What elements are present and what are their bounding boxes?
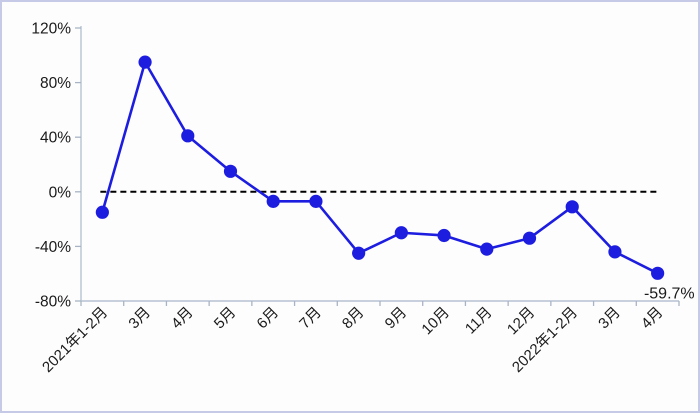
x-tick-label: 3月 [125,304,154,333]
x-tick-label: 5月 [211,304,240,333]
x-tick-label: 6月 [254,304,283,333]
y-tick-label: 0% [49,184,72,201]
series-line [101,60,659,275]
data-point [138,55,152,69]
data-point-label: -59.7% [644,285,695,302]
data-point [437,228,451,243]
y-tick-label: 40% [40,130,71,147]
x-tick-label: 9月 [382,304,411,333]
x-tick-label: 7月 [296,304,325,333]
data-point [95,205,109,219]
data-point [352,246,366,260]
data-point [223,164,238,178]
x-tick-label: 4月 [168,304,197,333]
data-point [608,245,622,259]
x-tick-label: 12月 [504,304,538,338]
x-tick-label: 2021年1-2月 [39,304,111,376]
data-point [394,226,408,240]
y-tick-label: -40% [35,239,71,256]
y-tick-label: 120% [31,21,71,38]
data-point [309,194,323,208]
x-tick-label: 3月 [595,304,624,333]
x-tick-label: 8月 [339,304,368,333]
x-tick-label: 10月 [418,304,452,338]
data-point [565,200,579,214]
y-tick-label: -80% [35,294,71,311]
x-tick-label: 4月 [638,304,667,333]
data-point [266,194,280,208]
data-point [651,266,665,280]
data-point [181,129,195,143]
data-point [480,242,494,256]
x-tick-label: 11月 [462,304,496,338]
y-tick-label: 80% [40,75,71,92]
data-point [522,231,537,245]
